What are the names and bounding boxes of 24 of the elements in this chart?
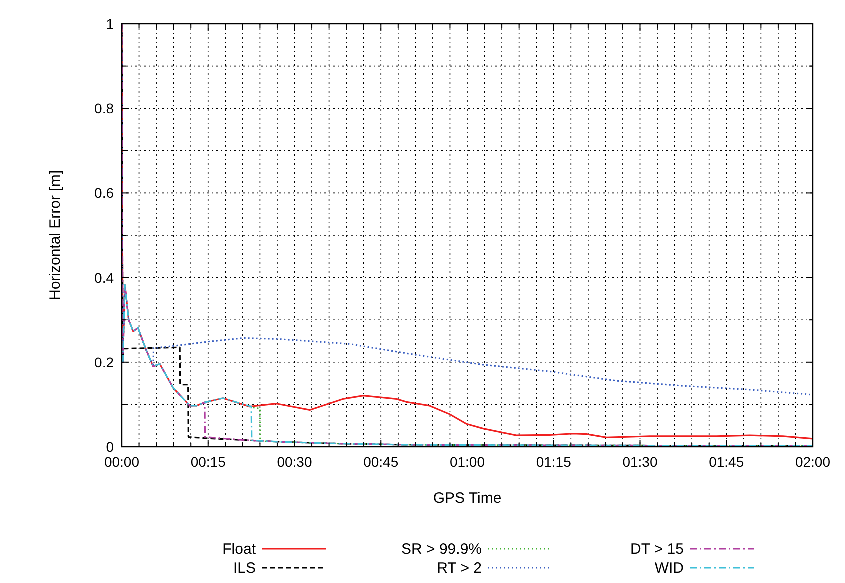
y-tick-label: 1: [106, 16, 114, 32]
y-tick-label: 0.4: [94, 270, 114, 286]
y-tick-label: 0.8: [94, 100, 114, 117]
legend-label: WID: [654, 560, 684, 577]
y-tick-label: 0: [106, 439, 114, 455]
x-tick-label: 00:45: [364, 454, 399, 470]
y-tick-label: 0.2: [94, 354, 114, 370]
legend-label: DT > 15: [630, 541, 684, 558]
x-tick-label: 00:30: [277, 454, 312, 470]
x-tick-label: 00:15: [190, 454, 226, 470]
legend-label: Float: [222, 541, 257, 558]
x-tick-label: 01:15: [536, 454, 572, 470]
y-axis-title: Horizontal Error [m]: [47, 170, 64, 301]
x-axis-title: GPS Time: [433, 490, 502, 507]
y-tick-label: 0.6: [94, 185, 114, 202]
legend-label: ILS: [233, 560, 256, 577]
x-tick-label: 01:00: [450, 454, 486, 470]
x-tick-label: 01:30: [622, 454, 658, 470]
x-tick-label: 00:00: [104, 454, 140, 470]
legend-label: RT > 2: [437, 560, 482, 577]
legend-label: SR > 99.9%: [402, 541, 482, 558]
line-series: [122, 284, 814, 447]
x-tick-label: 02:00: [795, 454, 831, 470]
x-tick-label: 01:45: [709, 454, 744, 470]
